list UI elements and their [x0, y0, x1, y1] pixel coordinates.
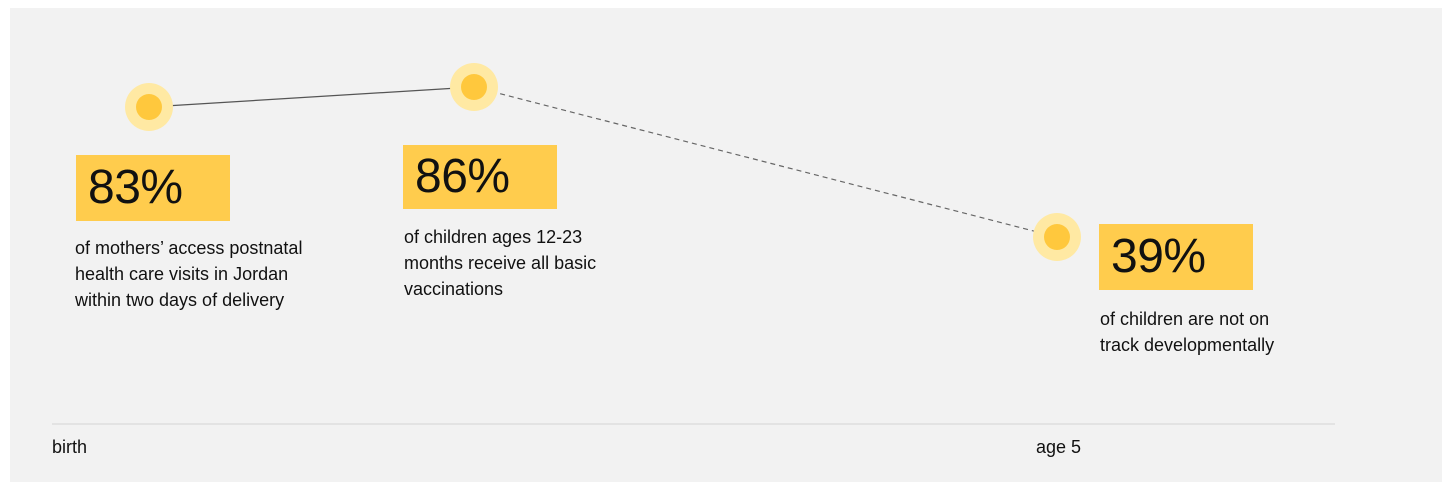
- axis-end-label: age 5: [1036, 437, 1082, 457]
- stat-value-2: 86%: [403, 145, 557, 209]
- marker-point-3: [1033, 213, 1081, 261]
- stat-description-1-line-1: of mothers’ access postnatal: [75, 238, 303, 258]
- segment-solid: [148, 86, 475, 108]
- stat-value-1: 83%: [76, 155, 230, 221]
- stat-description-3-line-1: of children are not on: [1100, 309, 1270, 329]
- segment-dashed: [473, 86, 1058, 238]
- stat-description-2: of children ages 12-23 months receive al…: [404, 224, 596, 302]
- stat-description-1-line-2: health care visits in Jordan: [75, 264, 289, 284]
- stat-description-2-line-3: vaccinations: [404, 279, 504, 299]
- stat-description-1-line-3: within two days of delivery: [75, 290, 285, 310]
- axis-start-label: birth: [52, 437, 88, 457]
- stat-description-3: of children are not on track development…: [1100, 306, 1274, 358]
- stat-description-2-line-1: of children ages 12-23: [404, 227, 583, 247]
- stat-description-1: of mothers’ access postnatal health care…: [75, 235, 302, 313]
- stat-description-3-line-2: track developmentally: [1100, 335, 1275, 355]
- marker-point-1: [125, 83, 173, 131]
- stat-value-3: 39%: [1099, 224, 1253, 290]
- stat-description-2-line-2: months receive all basic: [404, 253, 597, 273]
- marker-point-2: [450, 63, 498, 111]
